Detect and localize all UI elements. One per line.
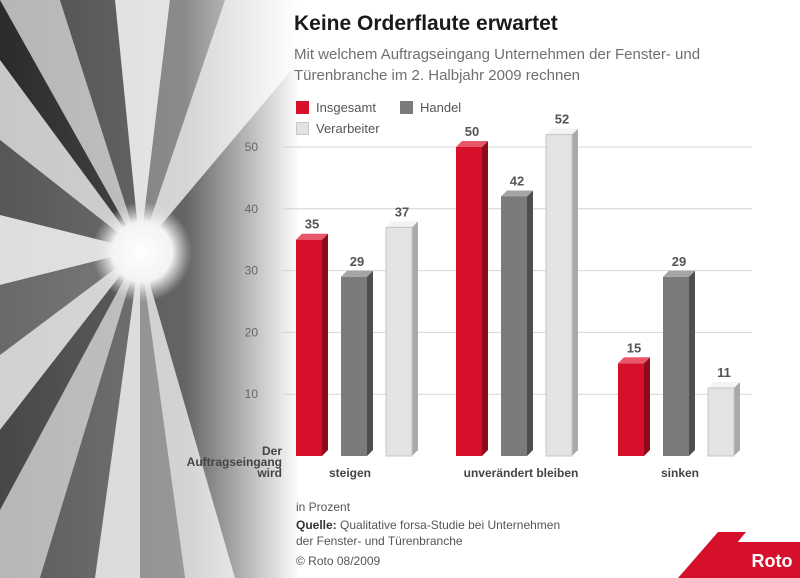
y-tick-label-10: 10 [245, 387, 259, 401]
bar-sinken-insgesamt [618, 363, 644, 456]
source-label: Quelle: [296, 518, 337, 532]
background-photo [0, 0, 300, 578]
category-label-steigen: steigen [328, 466, 371, 480]
row-label-line2: Auftragseingang [186, 455, 282, 469]
legend-label-handel: Handel [420, 100, 462, 115]
copyright: © Roto 08/2009 [296, 554, 381, 568]
legend-label-verarbeiter: Verarbeiter [316, 121, 380, 136]
source-text-2: der Fenster- und Türenbranche [296, 534, 463, 548]
bar-unverandert-bleiben-verarbeiter [545, 134, 573, 457]
bar-side-steigen-insgesamt [322, 233, 328, 456]
data-label-steigen-handel: 29 [350, 254, 364, 269]
roto-logo-stripe [678, 532, 746, 578]
bar-unverandert-bleiben-handel [501, 196, 527, 456]
data-label-sinken-handel: 29 [672, 254, 686, 269]
source-text-1: Qualitative forsa-Studie bei Unternehmen [340, 518, 561, 532]
bar-top-steigen-verarbeiter [386, 221, 418, 228]
bar-top-sinken-verarbeiter [708, 382, 740, 389]
y-tick-label-20: 20 [245, 325, 259, 339]
legend-swatch-handel [400, 101, 413, 114]
bar-side-unverandert-bleiben-insgesamt [482, 141, 488, 456]
bar-side-steigen-handel [367, 270, 373, 456]
data-label-sinken-verarbeiter: 11 [717, 365, 731, 380]
y-tick-label-50: 50 [245, 140, 259, 154]
bar-top-steigen-insgesamt [296, 233, 328, 240]
y-tick-label-40: 40 [245, 202, 259, 216]
data-label-unverandert-bleiben-handel: 42 [510, 173, 524, 188]
row-label-line1: Der [261, 444, 282, 458]
roto-logo-block [706, 542, 800, 578]
y-tick-label-30: 30 [245, 264, 259, 278]
category-label-unveraendert: unverändert bleiben [463, 466, 579, 480]
bar-top-unverandert-bleiben-insgesamt [456, 141, 488, 147]
unit-note: in Prozent [296, 500, 351, 514]
legend-item-verarbeiter: Verarbeiter [296, 121, 380, 136]
chart-subtitle: Mit welchem Auftragseingang Unternehmen … [294, 46, 701, 84]
bar-top-unverandert-bleiben-verarbeiter [546, 128, 578, 135]
bar-top-steigen-handel [341, 270, 373, 277]
bar-side-unverandert-bleiben-verarbeiter [572, 128, 578, 456]
bar-side-sinken-insgesamt [644, 357, 650, 456]
roto-logo-text: Roto [752, 551, 793, 571]
data-label-steigen-insgesamt: 35 [305, 217, 319, 232]
legend-item-handel: Handel [400, 100, 461, 115]
bar-top-unverandert-bleiben-handel [501, 190, 533, 197]
category-label-sinken: sinken [660, 466, 699, 480]
roto-logo: Roto [678, 532, 800, 578]
bar-unverandert-bleiben-insgesamt [456, 147, 482, 456]
source-note: Quelle: Qualitative forsa-Studie bei Unt… [296, 518, 560, 532]
legend-swatch-verarbeiter [296, 122, 309, 135]
data-label-unverandert-bleiben-verarbeiter: 52 [555, 112, 569, 127]
legend-swatch-insgesamt [296, 101, 309, 114]
bar-steigen-verarbeiter [385, 226, 413, 457]
data-label-unverandert-bleiben-insgesamt: 50 [465, 124, 479, 139]
row-label: Der Auftragseingang wird [160, 444, 282, 480]
chart-title: Keine Orderflaute erwartet [294, 12, 558, 35]
data-label-sinken-insgesamt: 15 [627, 340, 641, 355]
bar-side-steigen-verarbeiter [412, 221, 418, 456]
bar-steigen-insgesamt [296, 239, 322, 456]
legend-item-insgesamt: Insgesamt [296, 100, 376, 115]
row-label-line3: wird [257, 466, 282, 480]
bar-sinken-verarbeiter [707, 387, 735, 457]
bar-top-sinken-insgesamt [618, 357, 650, 364]
bar-steigen-handel [341, 276, 367, 456]
bar-side-sinken-verarbeiter [734, 382, 740, 456]
bar-top-sinken-handel [663, 270, 695, 277]
data-label-steigen-verarbeiter: 37 [395, 204, 409, 219]
bar-sinken-handel [663, 276, 689, 456]
bar-side-unverandert-bleiben-handel [527, 190, 533, 456]
legend-label-insgesamt: Insgesamt [316, 100, 376, 115]
bar-side-sinken-handel [689, 270, 695, 456]
